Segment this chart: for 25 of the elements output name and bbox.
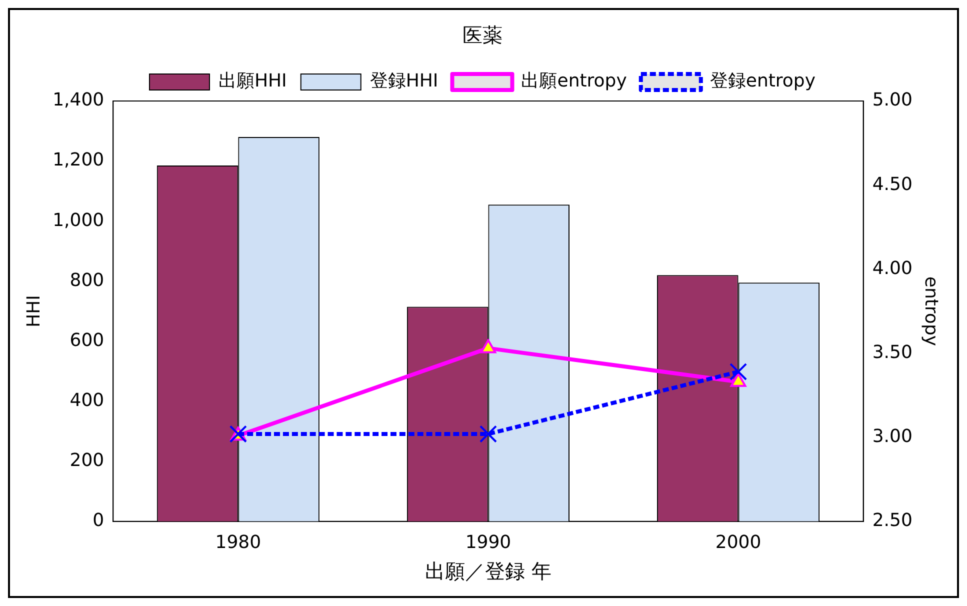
y-tick-label: 200	[70, 450, 104, 472]
y-tick-label: 1,000	[52, 210, 104, 231]
y2-tick-label: 2.50	[872, 510, 912, 532]
y2-tick-label: 4.50	[872, 174, 912, 195]
y2-tick-label: 5.00	[872, 90, 912, 111]
x-tick-label: 2000	[715, 532, 762, 553]
x-tick-label: 1990	[465, 532, 512, 553]
x-axis-title: 出願／登録 年	[425, 559, 552, 584]
y-tick-label: 600	[70, 330, 104, 351]
y2-axis-title: entropy	[920, 276, 942, 346]
y-axis-title: HHI	[23, 295, 44, 328]
legend-label: 登録HHI	[370, 70, 438, 92]
legend-label: 登録entropy	[710, 70, 816, 92]
y-tick-label: 0	[92, 510, 104, 532]
y2-tick-label: 3.50	[872, 342, 912, 363]
y2-tick-label: 3.00	[872, 426, 912, 447]
chart-title: 医薬	[462, 23, 502, 48]
legend-label: 出願entropy	[521, 70, 628, 92]
y2-tick-label: 4.00	[872, 258, 912, 279]
y-tick-label: 400	[70, 390, 104, 411]
x-tick-label: 1980	[215, 532, 262, 553]
legend-label: 出願HHI	[218, 70, 287, 92]
y-tick-label: 800	[70, 270, 104, 291]
y-tick-label: 1,400	[52, 90, 104, 111]
y-tick-label: 1,200	[52, 150, 104, 171]
